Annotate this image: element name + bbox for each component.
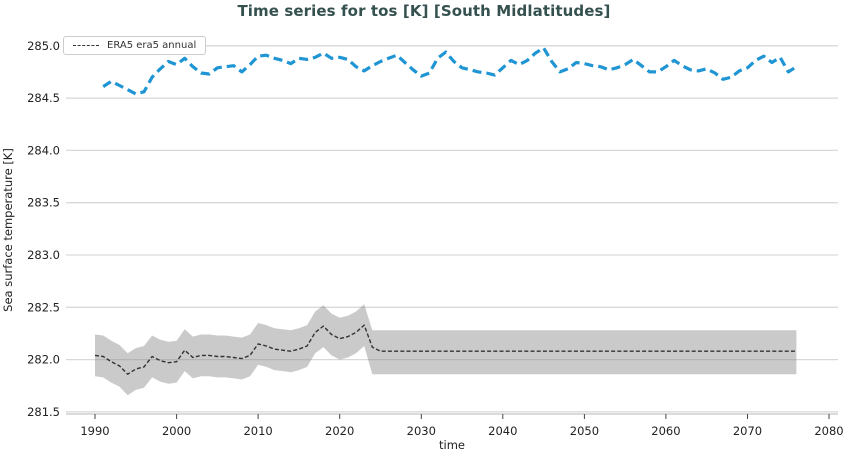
x-tick-label: 2050 <box>570 424 599 438</box>
x-tick-label: 2020 <box>325 424 354 438</box>
x-tick-label: 2040 <box>488 424 517 438</box>
x-tick-label: 2010 <box>243 424 272 438</box>
y-tick-label: 282.0 <box>27 353 60 367</box>
chart-title: Time series for tos [K] [South Midlatitu… <box>237 2 611 20</box>
x-tick-label: 1990 <box>80 424 109 438</box>
y-tick-label: 285.0 <box>27 39 60 53</box>
x-tick-label: 2060 <box>651 424 680 438</box>
y-tick-label: 284.5 <box>27 91 60 105</box>
legend-dashed-line-sample <box>73 45 99 46</box>
x-tick-label: 2070 <box>733 424 762 438</box>
y-tick-label: 283.0 <box>27 248 60 262</box>
x-tick-label: 2030 <box>407 424 436 438</box>
x-axis-label: time <box>439 438 465 452</box>
legend-entry-label: ERA5 era5 annual <box>107 40 197 51</box>
uncertainty-band <box>95 304 797 396</box>
y-tick-label: 283.5 <box>27 196 60 210</box>
y-tick-label: 281.5 <box>27 405 60 419</box>
y-tick-label: 284.0 <box>27 143 60 157</box>
x-tick-label: 2000 <box>162 424 191 438</box>
y-axis-label: Sea surface temperature [K] <box>1 148 15 312</box>
legend: ERA5 era5 annual <box>63 36 207 55</box>
y-tick-label: 282.5 <box>27 300 60 314</box>
era5-annual-line <box>94 324 797 375</box>
x-tick-label: 2080 <box>814 424 843 438</box>
model-annual-line <box>102 46 798 96</box>
